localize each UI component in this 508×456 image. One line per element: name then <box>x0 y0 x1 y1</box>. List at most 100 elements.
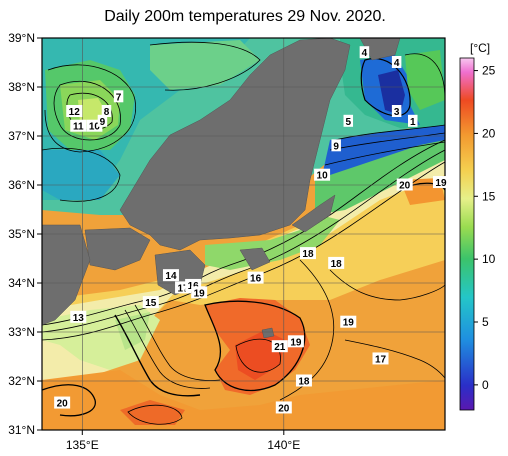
contour-label-bg <box>275 401 292 414</box>
lon-axis: 135°E 140°E <box>66 430 300 452</box>
shikoku <box>84 227 151 271</box>
lat-tick-label: 31°N <box>8 423 35 437</box>
contour-line <box>235 338 281 373</box>
izu <box>239 247 271 271</box>
contour-line <box>127 404 183 425</box>
contour-label-bg <box>299 247 316 260</box>
contour-label-bg <box>247 271 264 284</box>
contour-label-bg <box>432 176 449 189</box>
contour-line <box>124 309 211 389</box>
contour-label-bg <box>391 56 402 68</box>
contour-label-bg <box>408 114 418 127</box>
contour-label-bg <box>66 105 83 117</box>
contour-line <box>334 124 445 141</box>
honshu <box>119 38 351 251</box>
lat-tick-label: 39°N <box>8 31 35 45</box>
lat-tick-label: 33°N <box>8 325 35 339</box>
contour-label: 16 <box>247 271 264 285</box>
island <box>261 327 275 339</box>
colorbar <box>459 57 475 411</box>
contour-line <box>324 141 445 166</box>
contour-label: 18 <box>295 374 312 388</box>
zone-green-north <box>150 40 260 90</box>
contour-label: 17 <box>372 352 389 365</box>
contour-line <box>279 259 335 401</box>
contour-label-layer: 1211109874431591020191818141716191615131… <box>54 46 449 414</box>
contour-label-text: 19 <box>435 178 447 189</box>
lat-tick-label: 35°N <box>8 227 35 241</box>
lat-tick-label: 34°N <box>8 276 35 290</box>
contour-line <box>344 339 445 379</box>
contour-label-bg <box>287 335 304 348</box>
contour-label: 19 <box>432 176 449 189</box>
contour-label: 4 <box>391 56 402 69</box>
contour-label-text: 20 <box>278 403 290 414</box>
zone-green-south <box>115 312 150 350</box>
contour-label: 20 <box>54 396 71 410</box>
contour-line <box>42 149 445 333</box>
contour-line <box>329 132 445 151</box>
colorbar-tick-label: 15 <box>482 189 496 203</box>
lat-tick-label: 32°N <box>8 374 35 388</box>
contour-label: 20 <box>275 401 292 414</box>
contour-label-text: 21 <box>274 342 286 353</box>
contour-label-text: 12 <box>69 107 81 118</box>
contour-line <box>42 147 121 202</box>
contour-label-bg <box>314 168 331 181</box>
contour-line <box>44 64 137 153</box>
contour-label-text: 1 <box>410 117 416 128</box>
colorbar-unit: [°C] <box>470 41 490 55</box>
contour-label-bg <box>343 114 354 127</box>
lon-tick-label: 140°E <box>267 438 300 452</box>
colorbar-tick-label: 0 <box>482 378 489 392</box>
contour-line <box>42 384 96 417</box>
contour-label-text: 19 <box>290 337 302 348</box>
contour-label: 11 <box>70 119 87 133</box>
contour-label-text: 9 <box>100 117 106 128</box>
contour-label-bg <box>142 296 159 309</box>
contour-label-text: 15 <box>145 298 157 309</box>
contour-label-text: 18 <box>331 259 343 270</box>
contour-line <box>42 139 445 326</box>
contour-label-text: 10 <box>89 122 101 133</box>
contour-label: 18 <box>328 256 345 270</box>
colorbar-tick-label: 5 <box>482 315 489 329</box>
contour-label-bg <box>70 119 87 132</box>
contour-label-text: 19 <box>343 318 355 329</box>
contour-line <box>149 41 261 91</box>
contour-label: 7 <box>113 90 124 103</box>
zone-cold-core <box>378 70 405 115</box>
contour-label-bg <box>70 310 87 323</box>
colorbar-ticks: 25 20 15 10 5 0 <box>474 64 496 392</box>
contour-line <box>114 314 201 397</box>
contour-label-bg <box>331 139 341 152</box>
contour-label-bg <box>97 114 108 127</box>
lat-axis: 39°N 38°N 37°N 36°N 35°N 34°N 33°N 32°N 31°N <box>8 31 42 437</box>
contour-label-bg <box>54 396 71 409</box>
boso <box>291 194 336 233</box>
lat-tick-label: 37°N <box>8 129 35 143</box>
contour-label-text: 8 <box>104 107 110 118</box>
contour-label-text: 7 <box>116 92 122 103</box>
map-title: Daily 200m temperatures 29 Nov. 2020. <box>104 8 386 25</box>
contour-label: 3 <box>391 105 402 118</box>
zone-ne-green <box>405 50 445 110</box>
contour-label: 19 <box>191 286 208 299</box>
contour-label-bg <box>191 286 208 299</box>
contour-label-text: 4 <box>394 58 400 69</box>
lon-tick-label: 135°E <box>66 438 99 452</box>
contour-line <box>53 80 121 141</box>
contour-label: 13 <box>70 310 87 324</box>
contour-label-text: 14 <box>165 271 177 282</box>
contour-label: 10 <box>314 168 331 182</box>
contour-label-text: 10 <box>317 171 329 182</box>
contour-line <box>134 304 221 381</box>
lat-tick-label: 38°N <box>8 80 35 94</box>
contour-label-text: 9 <box>333 141 339 152</box>
contour-label-bg <box>101 105 112 117</box>
contour-label: 21 <box>271 340 288 353</box>
contour-label: 5 <box>343 114 354 128</box>
contour-label-text: 16 <box>250 274 262 285</box>
land <box>42 38 401 339</box>
